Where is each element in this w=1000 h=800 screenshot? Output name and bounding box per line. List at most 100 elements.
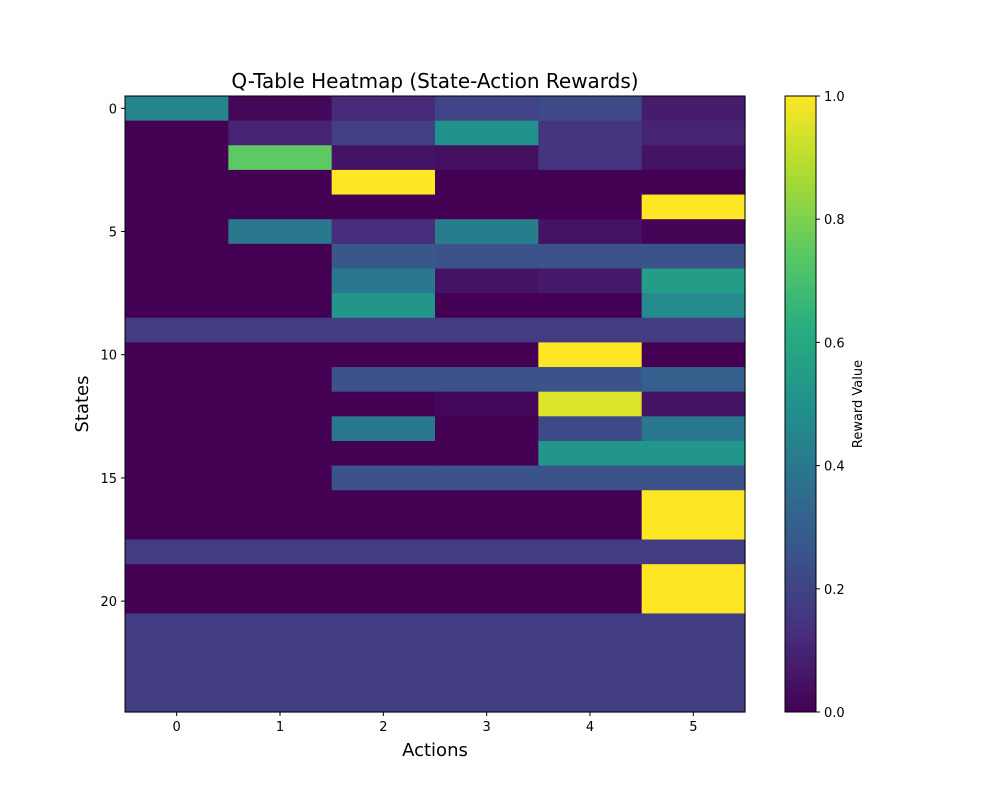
- heatmap-cell-s4-a0: [125, 194, 229, 220]
- x-tick-label: 1: [276, 720, 284, 735]
- heatmap-cell-s18-a2: [331, 539, 436, 565]
- heatmap-cell-s10-a4: [538, 342, 643, 368]
- heatmap-cell-s22-a4: [538, 638, 643, 664]
- heatmap-cell-s22-a1: [228, 638, 333, 664]
- heatmap-cell-s3-a1: [228, 169, 333, 196]
- heatmap-cell-s23-a4: [538, 662, 643, 688]
- heatmap-cell-s23-a0: [125, 662, 229, 688]
- heatmap-cell-s0-a4: [538, 96, 643, 122]
- heatmap-cell-s0-a5: [641, 96, 746, 122]
- heatmap-cell-s11-a0: [125, 367, 229, 393]
- heatmap-cell-s8-a2: [331, 293, 436, 319]
- heatmap-cell-s11-a5: [641, 367, 746, 393]
- heatmap-cell-s14-a2: [331, 440, 436, 467]
- heatmap-cell-s3-a4: [538, 169, 643, 196]
- heatmap-cell-s16-a2: [331, 490, 436, 516]
- heatmap-cell-s20-a0: [125, 588, 229, 615]
- heatmap-cell-s2-a0: [125, 145, 229, 171]
- heatmap-cell-s1-a2: [331, 120, 436, 146]
- heatmap-cell-s8-a3: [435, 293, 539, 319]
- heatmap-cell-s5-a4: [538, 219, 643, 245]
- y-tick-label: 20: [100, 595, 117, 610]
- heatmap-cell-s0-a0: [125, 96, 229, 122]
- heatmap-cell-s5-a3: [435, 219, 539, 245]
- heatmap-cell-s12-a1: [228, 391, 333, 417]
- heatmap-cell-s7-a1: [228, 268, 333, 294]
- heatmap-cell-s9-a0: [125, 317, 229, 343]
- heatmap-cell-s0-a2: [331, 96, 436, 122]
- plot-frame: [124, 95, 746, 713]
- colorbar-tick-label: 0.4: [824, 460, 845, 475]
- heatmap-cell-s13-a2: [331, 416, 436, 442]
- heatmap-cell-s24-a3: [435, 687, 539, 713]
- heatmap-cell-s2-a5: [641, 145, 746, 171]
- heatmap-cell-s3-a2: [331, 169, 436, 196]
- x-tick-label: 2: [379, 720, 387, 735]
- heatmap-cell-s16-a4: [538, 490, 643, 516]
- heatmap-cell-s19-a2: [331, 564, 436, 590]
- heatmap-cell-s24-a2: [331, 687, 436, 713]
- heatmap-cell-s11-a2: [331, 367, 436, 393]
- heatmap-cell-s10-a2: [331, 342, 436, 368]
- heatmap-cell-s2-a1: [228, 145, 333, 171]
- heatmap-cell-s15-a3: [435, 465, 539, 491]
- heatmap-cell-s21-a3: [435, 613, 539, 639]
- heatmap-cell-s17-a3: [435, 514, 539, 541]
- heatmap-cell-s22-a2: [331, 638, 436, 664]
- heatmap-cell-s10-a5: [641, 342, 746, 368]
- heatmap-cell-s7-a2: [331, 268, 436, 294]
- heatmap-cell-s17-a5: [641, 514, 746, 541]
- y-tick-label: 0: [109, 102, 117, 117]
- heatmap-cell-s6-a2: [331, 243, 436, 270]
- heatmap-cell-s2-a3: [435, 145, 539, 171]
- x-tick-label: 3: [483, 720, 491, 735]
- heatmap-cell-s13-a1: [228, 416, 333, 442]
- heatmap-cell-s23-a5: [641, 662, 746, 688]
- heatmap-cell-s3-a5: [641, 169, 746, 196]
- heatmap-cell-s18-a3: [435, 539, 539, 565]
- heatmap-cell-s13-a5: [641, 416, 746, 442]
- heatmap-cell-s23-a2: [331, 662, 436, 688]
- x-axis-ticks: 0 1 2 3 4 5: [173, 712, 697, 735]
- heatmap-cell-s5-a0: [125, 219, 229, 245]
- heatmap-cell-s7-a3: [435, 268, 539, 294]
- heatmap-cell-s7-a5: [641, 268, 746, 294]
- heatmap-cell-s12-a0: [125, 391, 229, 417]
- heatmap-cell-s18-a5: [641, 539, 746, 565]
- heatmap-cell-s24-a0: [125, 687, 229, 713]
- heatmap-cell-s22-a5: [641, 638, 746, 664]
- heatmap-cell-s18-a4: [538, 539, 643, 565]
- heatmap-cell-s24-a5: [641, 687, 746, 713]
- heatmap-cell-s20-a2: [331, 588, 436, 615]
- heatmap-cell-s12-a4: [538, 391, 643, 417]
- heatmap-cell-s4-a4: [538, 194, 643, 220]
- colorbar-tick-label: 0.0: [824, 706, 845, 721]
- heatmap-cell-s18-a0: [125, 539, 229, 565]
- y-axis-label: States: [72, 375, 93, 432]
- heatmap-cell-s19-a0: [125, 564, 229, 590]
- heatmap-cell-s20-a3: [435, 588, 539, 615]
- x-axis-label: Actions: [402, 740, 468, 761]
- heatmap-cell-s12-a5: [641, 391, 746, 417]
- heatmap-cell-s9-a2: [331, 317, 436, 343]
- heatmap-cell-s24-a1: [228, 687, 333, 713]
- heatmap-cell-s1-a0: [125, 120, 229, 146]
- heatmap-cell-s16-a5: [641, 490, 746, 516]
- heatmap-cells: [125, 96, 746, 713]
- heatmap-cell-s9-a4: [538, 317, 643, 343]
- heatmap-cell-s4-a1: [228, 194, 333, 220]
- heatmap-cell-s9-a5: [641, 317, 746, 343]
- heatmap-cell-s6-a4: [538, 243, 643, 270]
- heatmap-cell-s14-a0: [125, 440, 229, 467]
- y-axis-ticks: 0 5 10 15 20: [100, 102, 125, 610]
- heatmap-cell-s17-a4: [538, 514, 643, 541]
- y-tick-label: 10: [100, 349, 117, 364]
- heatmap-cell-s8-a0: [125, 293, 229, 319]
- heatmap-cell-s10-a0: [125, 342, 229, 368]
- heatmap-cell-s16-a0: [125, 490, 229, 516]
- heatmap-cell-s3-a3: [435, 169, 539, 196]
- heatmap-cell-s5-a2: [331, 219, 436, 245]
- heatmap-cell-s7-a4: [538, 268, 643, 294]
- heatmap-cell-s13-a4: [538, 416, 643, 442]
- heatmap-cell-s12-a2: [331, 391, 436, 417]
